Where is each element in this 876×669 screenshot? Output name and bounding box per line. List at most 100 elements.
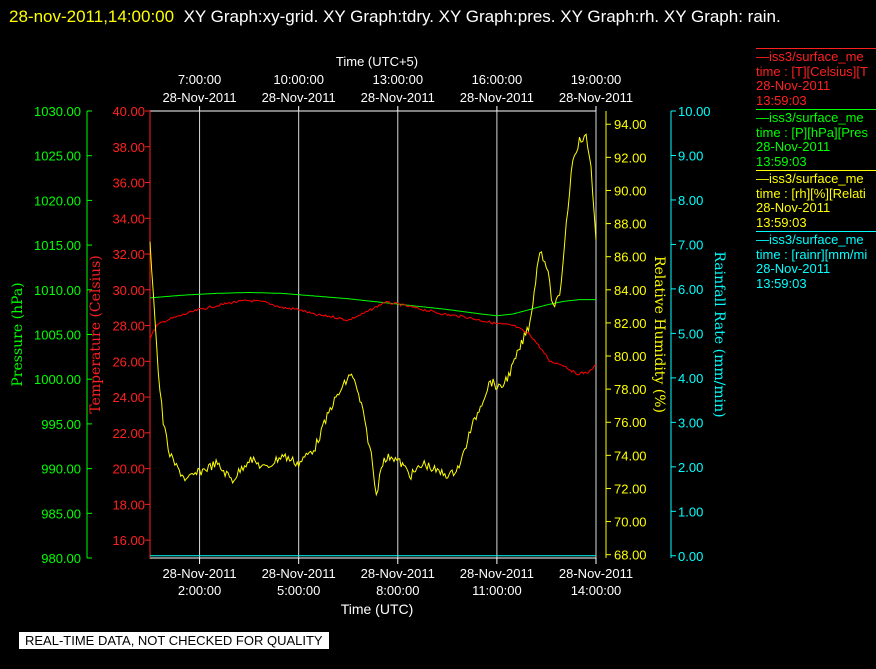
humidity-tick-label: 70.00 bbox=[614, 515, 647, 530]
rainfall-tick-label: 1.00 bbox=[678, 504, 703, 519]
temperature-tick-label: 28.00 bbox=[112, 319, 145, 334]
title-timestamp: 28-nov-2011,14:00:00 bbox=[9, 7, 175, 26]
legend-line: —iss3/surface_me bbox=[756, 49, 864, 64]
humidity-axis-title: Relative Humidity (%) bbox=[651, 256, 667, 413]
title-graph-list: XY Graph:xy-grid. XY Graph:tdry. XY Grap… bbox=[183, 7, 781, 26]
legend-line: —iss3/surface_me bbox=[756, 232, 864, 247]
x-axis-label: Time (UTC) bbox=[341, 601, 414, 617]
legend-line: 13:59:03 bbox=[756, 275, 807, 291]
legend-line: 28-Nov-2011 bbox=[756, 139, 831, 154]
top-axis-label: Time (UTC+5) bbox=[336, 54, 418, 69]
legend-entry: —iss3/surface_me time : [P][hPa][Pres 28-N… bbox=[756, 109, 876, 169]
humidity-tick-label: 90.00 bbox=[614, 183, 647, 198]
pressure-tick-label: 990.00 bbox=[41, 462, 81, 477]
pressure-tick-label: 985.00 bbox=[41, 506, 81, 521]
pressure-tick-label: 1025.00 bbox=[34, 149, 81, 164]
temperature-tick-label: 38.00 bbox=[112, 140, 145, 155]
temperature-tick-label: 24.00 bbox=[112, 390, 145, 405]
humidity-tick-label: 94.00 bbox=[614, 117, 647, 132]
legend-line: 28-Nov-2011 bbox=[756, 78, 831, 93]
x-tick-time: 5:00:00 bbox=[277, 583, 320, 598]
rainfall-tick-label: 10.00 bbox=[678, 104, 711, 119]
legend-line: 13:59:03 bbox=[756, 214, 807, 230]
window-title: 28-nov-2011,14:00:00 XY Graph:xy-grid. X… bbox=[9, 3, 869, 31]
temperature-tick-label: 34.00 bbox=[112, 211, 145, 226]
temperature-tick-label: 16.00 bbox=[112, 533, 145, 548]
temperature-tick-label: 26.00 bbox=[112, 354, 145, 369]
temperature-tick-label: 40.00 bbox=[112, 104, 145, 119]
rainfall-tick-label: 3.00 bbox=[678, 415, 703, 430]
x-tick-date: 28-Nov-2011 bbox=[262, 566, 336, 581]
legend-entry: —iss3/surface_me time : [T][Celsius][T 28-… bbox=[756, 48, 876, 108]
rainfall-tick-label: 7.00 bbox=[678, 237, 703, 252]
pressure-tick-label: 980.00 bbox=[41, 551, 81, 566]
pressure-tick-label: 1030.00 bbox=[34, 104, 81, 119]
rainfall-tick-label: 0.00 bbox=[678, 549, 703, 564]
legend-line: 13:59:03 bbox=[756, 92, 807, 108]
x-tick-date: 28-Nov-2011 bbox=[460, 566, 534, 581]
top-tick-time: 13:00:00 bbox=[372, 72, 423, 87]
temperature-tick-label: 36.00 bbox=[112, 176, 145, 191]
legend: —iss3/surface_me time : [T][Celsius][T 28-… bbox=[756, 48, 876, 292]
top-tick-time: 7:00:00 bbox=[178, 72, 221, 87]
legend-line: time : [rh][%][Relati bbox=[756, 185, 866, 201]
top-tick-time: 10:00:00 bbox=[273, 72, 324, 87]
series-line-humidity bbox=[149, 133, 597, 497]
humidity-tick-label: 68.00 bbox=[614, 548, 647, 563]
temperature-tick-label: 22.00 bbox=[112, 426, 145, 441]
quality-note: REAL-TIME DATA, NOT CHECKED FOR QUALITY bbox=[19, 632, 329, 649]
legend-entry: —iss3/surface_me time : [rainr][mm/mi 28-N… bbox=[756, 231, 876, 291]
legend-line: 28-Nov-2011 bbox=[756, 261, 831, 276]
x-tick-date: 28-Nov-2011 bbox=[162, 566, 236, 581]
top-tick-time: 19:00:00 bbox=[571, 72, 622, 87]
rainfall-tick-label: 4.00 bbox=[678, 371, 703, 386]
temperature-tick-label: 32.00 bbox=[112, 247, 145, 262]
top-tick-date: 28-Nov-2011 bbox=[460, 90, 534, 105]
x-tick-time: 8:00:00 bbox=[376, 583, 419, 598]
legend-line: time : [P][hPa][Pres bbox=[756, 124, 868, 140]
rainfall-tick-label: 5.00 bbox=[678, 326, 703, 341]
pressure-tick-label: 1010.00 bbox=[34, 283, 81, 298]
x-tick-time: 14:00:00 bbox=[571, 583, 622, 598]
legend-entry: —iss3/surface_me time : [rh][%][Relati 28-… bbox=[756, 170, 876, 230]
x-tick-time: 2:00:00 bbox=[178, 583, 221, 598]
humidity-tick-label: 72.00 bbox=[614, 481, 647, 496]
humidity-tick-label: 86.00 bbox=[614, 250, 647, 265]
top-tick-date: 28-Nov-2011 bbox=[262, 90, 336, 105]
legend-line: 28-Nov-2011 bbox=[756, 200, 831, 215]
x-tick-date: 28-Nov-2011 bbox=[361, 566, 435, 581]
humidity-tick-label: 92.00 bbox=[614, 150, 647, 165]
legend-line: time : [T][Celsius][T bbox=[756, 63, 868, 79]
legend-line: time : [rainr][mm/mi bbox=[756, 246, 868, 262]
humidity-tick-label: 88.00 bbox=[614, 217, 647, 232]
series-line-pressure bbox=[149, 292, 596, 317]
top-tick-date: 28-Nov-2011 bbox=[162, 90, 236, 105]
pressure-tick-label: 1005.00 bbox=[34, 328, 81, 343]
humidity-tick-label: 80.00 bbox=[614, 349, 647, 364]
chart-series bbox=[149, 133, 597, 557]
x-tick-time: 11:00:00 bbox=[472, 583, 522, 598]
rainfall-tick-label: 2.00 bbox=[678, 460, 703, 475]
pressure-tick-label: 1015.00 bbox=[34, 238, 81, 253]
chart-axes: 28-Nov-2011 2:00:00 28-Nov-2011 5:00:00 28-N… bbox=[10, 54, 727, 617]
pressure-tick-label: 995.00 bbox=[41, 417, 81, 432]
x-tick-date: 28-Nov-2011 bbox=[559, 566, 633, 581]
pressure-tick-label: 1000.00 bbox=[34, 372, 81, 387]
rainfall-tick-label: 6.00 bbox=[678, 282, 703, 297]
temperature-tick-label: 20.00 bbox=[112, 462, 145, 477]
temperature-axis-title: Temperature (Celsius) bbox=[88, 255, 104, 413]
humidity-tick-label: 76.00 bbox=[614, 415, 647, 430]
temperature-tick-label: 18.00 bbox=[112, 497, 145, 512]
humidity-tick-label: 84.00 bbox=[614, 283, 647, 298]
top-tick-date: 28-Nov-2011 bbox=[361, 90, 435, 105]
humidity-tick-label: 78.00 bbox=[614, 382, 647, 397]
legend-line: —iss3/surface_me bbox=[756, 171, 864, 186]
legend-line: —iss3/surface_me bbox=[756, 110, 864, 125]
rainfall-axis-title: Rainfall Rate (mm/min) bbox=[711, 251, 727, 417]
series-line-temperature bbox=[149, 299, 597, 376]
temperature-tick-label: 30.00 bbox=[112, 283, 145, 298]
rainfall-tick-label: 8.00 bbox=[678, 193, 703, 208]
pressure-tick-label: 1020.00 bbox=[34, 193, 81, 208]
humidity-tick-label: 74.00 bbox=[614, 448, 647, 463]
